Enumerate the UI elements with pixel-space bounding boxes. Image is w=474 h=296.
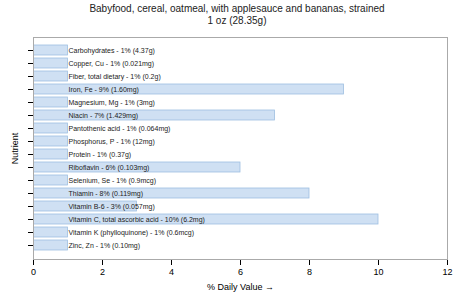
svg-text:0: 0	[31, 267, 36, 277]
svg-text:Magnesium, Mg - 1% (3mg): Magnesium, Mg - 1% (3mg)	[69, 99, 155, 107]
svg-text:Nutrient: Nutrient	[10, 132, 20, 164]
svg-text:10: 10	[373, 267, 383, 277]
svg-text:Niacin - 7% (1.429mg): Niacin - 7% (1.429mg)	[69, 112, 139, 120]
svg-text:Carbohydrates - 1% (4.37g): Carbohydrates - 1% (4.37g)	[69, 47, 155, 55]
svg-text:Phosphorus, P - 1% (12mg): Phosphorus, P - 1% (12mg)	[69, 138, 155, 146]
svg-text:Pantothenic acid - 1% (0.064mg: Pantothenic acid - 1% (0.064mg)	[69, 125, 171, 133]
svg-text:Vitamin C, total ascorbic acid: Vitamin C, total ascorbic acid - 10% (6.…	[69, 216, 205, 224]
svg-text:% Daily Value →: % Daily Value →	[207, 282, 274, 292]
html-text:Babyfood, cereal, oatmeal, wit: Babyfood, cereal, oatmeal, with applesau…	[89, 3, 385, 14]
svg-text:12: 12	[442, 267, 452, 277]
svg-text:2: 2	[100, 267, 105, 277]
svg-text:8: 8	[307, 267, 312, 277]
svg-text:Zinc, Zn - 1% (0.10mg): Zinc, Zn - 1% (0.10mg)	[69, 242, 141, 250]
svg-text:6: 6	[238, 267, 243, 277]
html-text:1 oz (28.35g): 1 oz (28.35g)	[207, 15, 267, 26]
svg-text:Iron, Fe - 9% (1.60mg): Iron, Fe - 9% (1.60mg)	[69, 86, 139, 94]
svg-text:Riboflavin - 6% (0.103mg): Riboflavin - 6% (0.103mg)	[69, 164, 150, 172]
svg-text:Vitamin K (phylloquinone) - 1%: Vitamin K (phylloquinone) - 1% (0.6mcg)	[69, 229, 195, 237]
svg-text:4: 4	[169, 267, 174, 277]
svg-text:Thiamin - 8% (0.119mg): Thiamin - 8% (0.119mg)	[69, 190, 144, 198]
svg-text:Fiber, total dietary - 1% (0.2: Fiber, total dietary - 1% (0.2g)	[69, 73, 161, 81]
svg-text:Vitamin B-6 - 3% (0.057mg): Vitamin B-6 - 3% (0.057mg)	[69, 203, 155, 211]
svg-text:Protein - 1% (0.37g): Protein - 1% (0.37g)	[69, 151, 132, 159]
svg-text:Selenium, Se - 1% (0.9mcg): Selenium, Se - 1% (0.9mcg)	[69, 177, 157, 185]
svg-text:Copper, Cu - 1% (0.021mg): Copper, Cu - 1% (0.021mg)	[69, 60, 155, 68]
